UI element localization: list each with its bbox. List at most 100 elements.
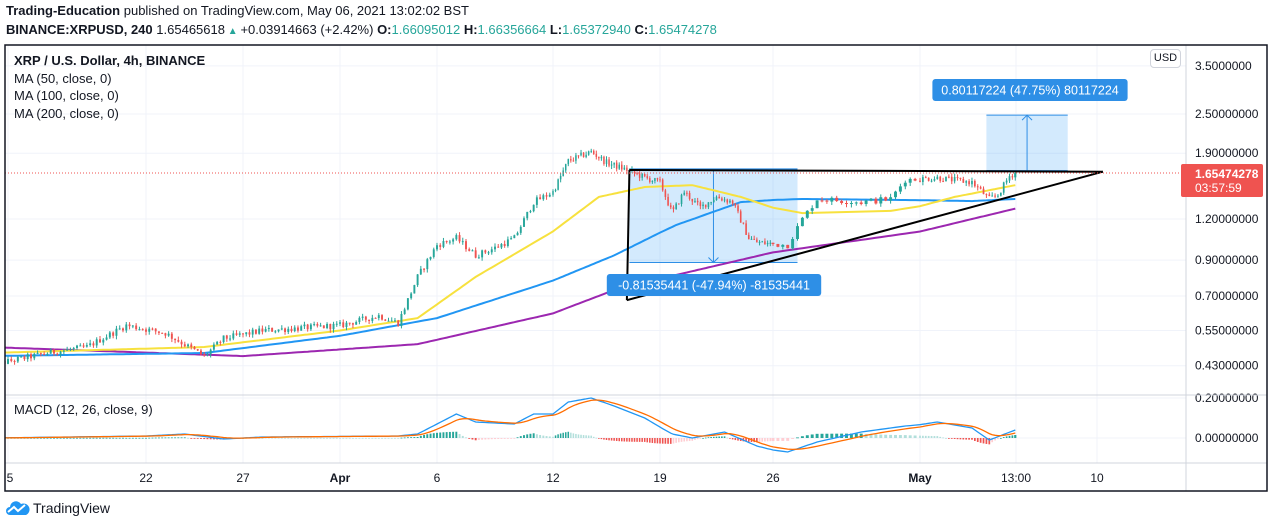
macd-histogram-bar xyxy=(519,436,522,438)
macd-histogram-bar xyxy=(575,433,577,438)
candle-body xyxy=(500,243,503,248)
macd-histogram-bar xyxy=(436,432,438,438)
macd-histogram-bar xyxy=(545,436,548,438)
macd-histogram-bar xyxy=(991,438,994,443)
time-tick-label: 26 xyxy=(766,471,780,485)
candle-body xyxy=(1008,176,1011,181)
currency-button[interactable]: USD xyxy=(1150,49,1181,68)
candle-body xyxy=(206,354,209,356)
candle-body xyxy=(656,178,659,180)
time-tick-label: 27 xyxy=(236,471,250,485)
macd-histogram-bar xyxy=(371,437,374,439)
candle-body xyxy=(448,241,451,243)
candle-body xyxy=(115,328,118,336)
candle-body xyxy=(959,177,962,180)
macd-histogram-bar xyxy=(355,437,358,439)
macd-histogram-bar xyxy=(913,435,917,438)
macd-histogram-bar xyxy=(53,437,55,439)
macd-histogram-bar xyxy=(675,438,677,443)
macd-histogram-bar xyxy=(523,435,525,438)
candle-body xyxy=(326,323,329,329)
macd-histogram-bar xyxy=(335,437,338,439)
macd-histogram-bar xyxy=(559,433,562,438)
candle-body xyxy=(539,197,542,200)
macd-histogram-bar xyxy=(646,438,649,443)
candle-body xyxy=(982,188,985,195)
macd-histogram-bar xyxy=(180,437,183,439)
candle-body xyxy=(125,324,128,331)
candle-body xyxy=(835,197,839,202)
price-tick-label: 1.20000000 xyxy=(1195,212,1259,226)
candle-body xyxy=(53,349,55,354)
macd-histogram-bar xyxy=(678,438,680,443)
macd-histogram-bar xyxy=(694,438,696,440)
candle-body xyxy=(203,354,206,356)
chart-legend: XRP / U.S. Dollar, 4h, BINANCE MA (50, c… xyxy=(14,52,205,122)
candle-body xyxy=(739,211,742,223)
candle-body xyxy=(884,197,888,201)
tradingview-logo[interactable]: TradingView xyxy=(6,500,110,516)
low-value: 1.65372940 xyxy=(562,22,631,37)
macd-histogram-bar xyxy=(151,437,154,439)
time-tick-label: 10 xyxy=(1090,471,1104,485)
macd-histogram-bar xyxy=(145,437,147,439)
candle-body xyxy=(559,176,562,180)
macd-histogram-bar xyxy=(572,433,575,438)
candle-body xyxy=(358,317,361,322)
macd-histogram-bar xyxy=(154,437,157,439)
candle-body xyxy=(976,186,979,188)
candle-body xyxy=(979,187,982,189)
macd-histogram-bar xyxy=(590,435,592,438)
candle-body xyxy=(667,196,669,206)
candle-body xyxy=(316,324,319,326)
macd-histogram-bar xyxy=(442,432,445,438)
candle-body xyxy=(355,321,358,325)
candle-body xyxy=(786,244,790,249)
legend-ma50[interactable]: MA (50, close, 0) xyxy=(14,70,112,86)
macd-histogram-bar xyxy=(481,438,484,440)
macd-histogram-bar xyxy=(769,438,772,442)
macd-histogram-bar xyxy=(621,438,623,442)
macd-histogram-bar xyxy=(461,435,464,438)
candle-body xyxy=(683,192,686,195)
candle-body xyxy=(845,203,848,205)
candle-body xyxy=(587,151,590,155)
macd-histogram-bar xyxy=(293,437,296,439)
macd-histogram-bar xyxy=(903,435,907,438)
candle-body xyxy=(174,338,177,341)
macd-histogram-bar xyxy=(1008,435,1011,438)
candle-body xyxy=(92,343,95,346)
macd-histogram-bar xyxy=(764,438,766,442)
candle-body xyxy=(235,333,238,335)
candle-body xyxy=(170,333,173,339)
macd-histogram-bar xyxy=(381,437,384,439)
candle-body xyxy=(293,327,296,332)
candle-body xyxy=(196,349,199,351)
candle-body xyxy=(564,164,567,171)
macd-histogram-bar xyxy=(971,438,973,440)
candle-body xyxy=(830,197,834,202)
candle-body xyxy=(661,179,664,191)
candle-body xyxy=(605,159,608,164)
candle-body xyxy=(654,178,656,181)
macd-histogram-bar xyxy=(432,433,435,438)
price-change: +0.03914663 (+2.42%) xyxy=(240,22,374,37)
macd-histogram-bar xyxy=(56,437,59,439)
candle-body xyxy=(39,352,42,354)
macd-histogram-bar xyxy=(994,438,996,441)
legend-ma100[interactable]: MA (100, close, 0) xyxy=(14,88,119,103)
legend-ma200[interactable]: MA (200, close, 0) xyxy=(14,105,119,121)
candle-body xyxy=(805,210,809,218)
candle-body xyxy=(707,202,710,208)
price-tick-label: 3.5000000 xyxy=(1195,59,1252,73)
macd-histogram-bar xyxy=(956,438,959,440)
macd-histogram-bar xyxy=(894,434,897,438)
macd-histogram-bar xyxy=(849,433,853,438)
macd-histogram-bar xyxy=(745,438,747,442)
macd-histogram-bar xyxy=(112,437,115,439)
candle-body xyxy=(410,293,413,299)
macd-histogram-bar xyxy=(89,437,92,439)
macd-histogram-bar xyxy=(982,438,985,444)
legend-macd[interactable]: MACD (12, 26, close, 9) xyxy=(14,402,153,417)
